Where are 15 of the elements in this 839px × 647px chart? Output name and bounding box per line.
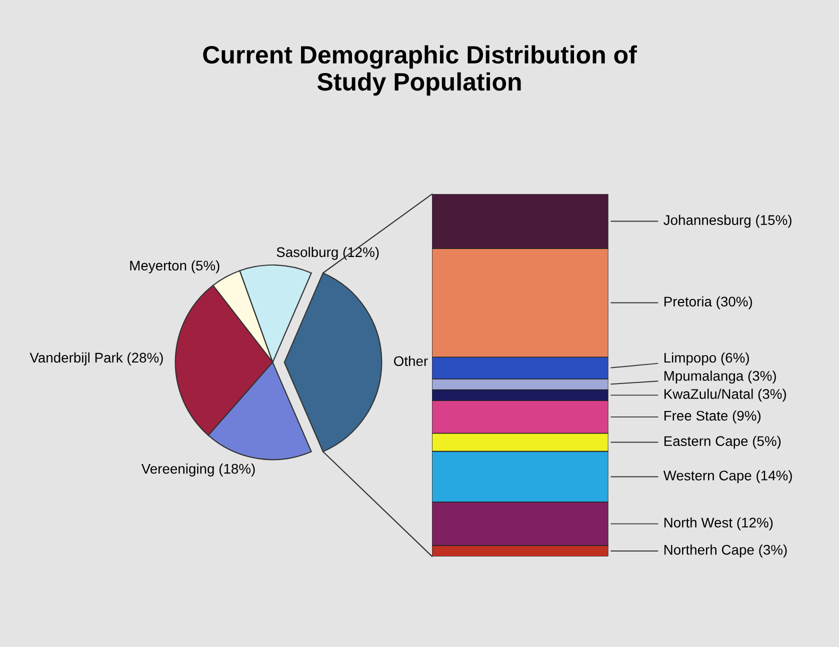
chart-title: Current Demographic Distribution of Study Population bbox=[203, 45, 637, 96]
slice-label: Meyerton (5%) bbox=[130, 260, 220, 274]
text: Free State (9%) bbox=[664, 410, 760, 424]
text: Pretoria (30%) bbox=[664, 296, 752, 310]
slice-label: Vereeniging (18%) bbox=[141, 464, 255, 476]
text: Northerh Cape (3%) bbox=[664, 544, 787, 558]
slice-label: Other bbox=[394, 356, 428, 366]
text: Mpumalanga (3%) bbox=[664, 370, 776, 384]
text: Johannesburg (15%) bbox=[664, 214, 792, 228]
text: North West (12%) bbox=[664, 517, 773, 530]
text: Western Cape (14%) bbox=[663, 470, 792, 484]
text: Eastern Cape (5%) bbox=[664, 436, 781, 449]
text: KwaZulu/Natal (3%) bbox=[664, 388, 786, 402]
text: Limpopo (6%) bbox=[664, 352, 749, 366]
slice-label: Vanderbijl Park (28%) bbox=[30, 352, 163, 366]
